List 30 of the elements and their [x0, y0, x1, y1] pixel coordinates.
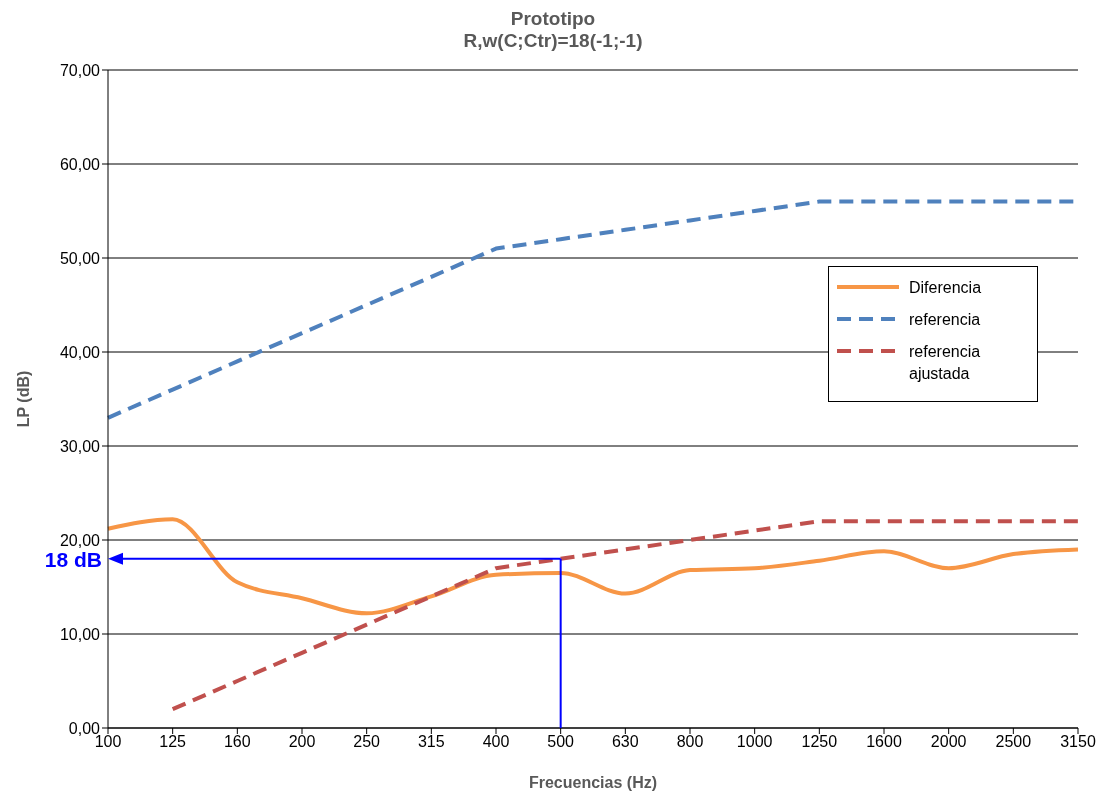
y-axis-title: LP (dB)	[14, 370, 32, 428]
x-tick-label: 315	[417, 733, 445, 751]
y-tick-label: 20,00	[59, 531, 101, 549]
y-tick-label: 30,00	[59, 437, 101, 455]
x-tick-label: 125	[159, 733, 187, 751]
x-tick-label: 1600	[866, 733, 902, 751]
y-tick-label: 70,00	[59, 61, 101, 79]
x-tick-label: 1000	[736, 733, 773, 751]
y-tick-label: 50,00	[59, 249, 101, 267]
chart-subtitle: R,w(C;Ctr)=18(-1;-1)	[462, 30, 644, 52]
x-tick-label: 160	[223, 733, 251, 751]
legend-label: referencia	[909, 310, 981, 330]
x-axis-title: Frecuencias (Hz)	[528, 774, 658, 791]
x-tick-label: 2500	[995, 733, 1032, 751]
x-tick-label: 200	[288, 733, 316, 751]
legend-label: referencia ajustada	[909, 342, 982, 384]
x-tick-label: 2000	[930, 733, 967, 751]
chart-title: Prototipo	[509, 8, 597, 30]
x-tick-label: 500	[547, 733, 575, 751]
annotation: 18 dB	[44, 547, 102, 571]
legend-label: Diferencia	[909, 278, 982, 298]
x-tick-label: 1250	[801, 733, 838, 751]
x-tick-label: 3150	[1060, 733, 1096, 751]
y-tick-label: 40,00	[59, 343, 101, 361]
y-tick-label: 60,00	[59, 155, 101, 173]
y-tick-label: 10,00	[59, 625, 101, 643]
x-tick-label: 800	[676, 733, 704, 751]
x-tick-label: 630	[611, 733, 639, 751]
x-tick-label: 400	[482, 733, 510, 751]
x-tick-label: 250	[353, 733, 381, 751]
